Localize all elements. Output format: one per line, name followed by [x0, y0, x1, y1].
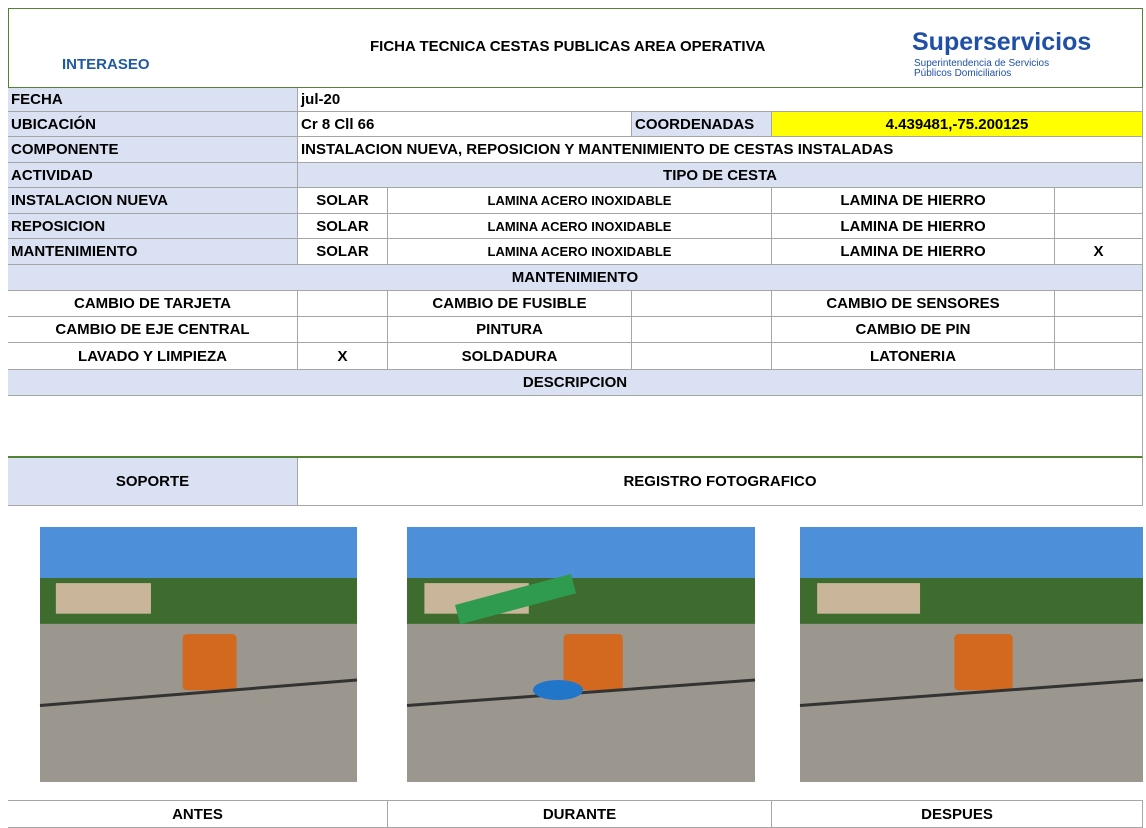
logo-title: Superservicios [912, 28, 1092, 56]
cell: CAMBIO DE PIN [772, 317, 1055, 343]
cell: jul-20 [298, 88, 1143, 112]
cell: 4.439481,-75.200125 [772, 112, 1143, 137]
cell: TIPO DE CESTA [298, 163, 1143, 188]
cell: CAMBIO DE EJE CENTRAL [8, 317, 298, 343]
photo-shape [40, 578, 357, 624]
header-box [8, 8, 1143, 88]
cell: INSTALACION NUEVA, REPOSICION Y MANTENIM… [298, 137, 1143, 163]
photo-shape [799, 678, 1144, 707]
logo-text: INTERASEO [62, 56, 150, 73]
cell: MANTENIMIENTO [8, 265, 1143, 291]
cell: Cr 8 Cll 66 [298, 112, 632, 137]
cell: X [1055, 239, 1143, 265]
photo-shape [800, 578, 1143, 624]
cell: LAMINA DE HIERRO [772, 214, 1055, 239]
cell [298, 317, 388, 343]
cell: UBICACIÓN [8, 112, 298, 137]
cell: ANTES [8, 800, 388, 828]
cell: SOLDADURA [388, 343, 632, 370]
photo-shape [407, 527, 755, 599]
cell: PINTURA [388, 317, 632, 343]
cell [298, 291, 388, 317]
cell [1055, 343, 1143, 370]
cell: LAMINA ACERO INOXIDABLE [388, 188, 772, 214]
cell: SOLAR [298, 239, 388, 265]
photo-shape [454, 573, 577, 625]
description-box [8, 396, 1143, 458]
cell: LATONERIA [772, 343, 1055, 370]
cell: REGISTRO FOTOGRAFICO [298, 458, 1143, 506]
cell: INSTALACION NUEVA [8, 188, 298, 214]
cell: LAVADO Y LIMPIEZA [8, 343, 298, 370]
header-title: FICHA TECNICA CESTAS PUBLICAS AREA OPERA… [370, 38, 766, 55]
photo-shape [407, 623, 755, 782]
photo-shape [40, 527, 357, 599]
cell: CAMBIO DE FUSIBLE [388, 291, 632, 317]
logo-subtitle: Públicos Domiciliarios [914, 68, 1012, 79]
photo-shape [40, 623, 357, 782]
cell: LAMINA ACERO INOXIDABLE [388, 239, 772, 265]
cell: DESPUES [772, 800, 1143, 828]
cell: REPOSICION [8, 214, 298, 239]
cell: FECHA [8, 88, 298, 112]
cell: LAMINA ACERO INOXIDABLE [388, 214, 772, 239]
photo-shape [800, 623, 1143, 782]
cell: COORDENADAS [632, 112, 772, 137]
cell: LAMINA DE HIERRO [772, 188, 1055, 214]
photo-shape [39, 678, 358, 707]
photo-shape [563, 634, 623, 691]
cell: DURANTE [388, 800, 772, 828]
cell [1055, 317, 1143, 343]
cell: CAMBIO DE SENSORES [772, 291, 1055, 317]
photo [800, 527, 1143, 782]
cell: COMPONENTE [8, 137, 298, 163]
photo-shape [533, 680, 583, 700]
photo-shape [406, 678, 756, 707]
photo-shape [954, 634, 1013, 691]
cell: SOPORTE [8, 458, 298, 506]
cell [1055, 291, 1143, 317]
cell [1055, 188, 1143, 214]
photo-shape [55, 583, 151, 614]
cell: MANTENIMIENTO [8, 239, 298, 265]
cell [632, 317, 772, 343]
photo [407, 527, 755, 782]
cell: ACTIVIDAD [8, 163, 298, 188]
photo-shape [407, 578, 755, 624]
cell [632, 291, 772, 317]
cell [632, 343, 772, 370]
cell: DESCRIPCION [8, 370, 1143, 396]
photo-shape [182, 634, 237, 691]
cell: CAMBIO DE TARJETA [8, 291, 298, 317]
photo-shape [817, 583, 921, 614]
photo-shape [424, 583, 529, 614]
cell: SOLAR [298, 188, 388, 214]
cell: SOLAR [298, 214, 388, 239]
cell: LAMINA DE HIERRO [772, 239, 1055, 265]
cell [1055, 214, 1143, 239]
cell: X [298, 343, 388, 370]
logo-subtitle: Superintendencia de Servicios [914, 58, 1050, 69]
photo [40, 527, 357, 782]
photo-shape [800, 527, 1143, 599]
